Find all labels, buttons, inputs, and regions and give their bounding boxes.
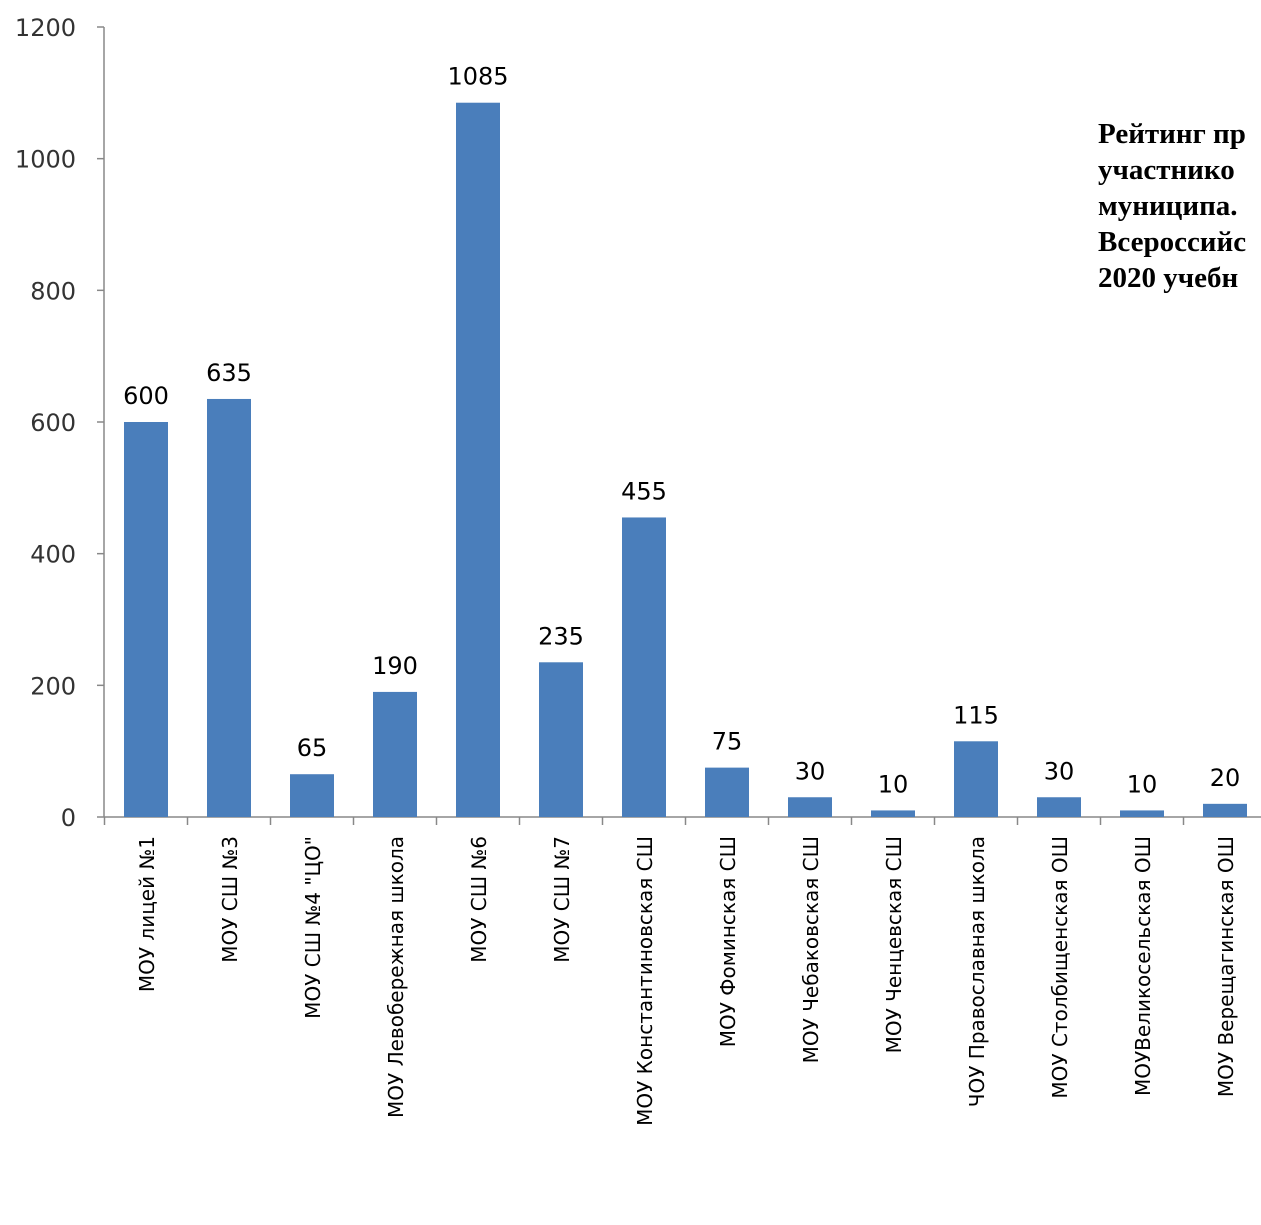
data-label: 10 [1127,770,1158,798]
category-label: МОУ СШ №7 [550,836,574,963]
category-label: МОУВеликосельская ОШ [1131,836,1155,1096]
y-tick-label: 1200 [15,14,76,42]
bar [1120,810,1164,817]
bar [290,774,334,817]
category-label: МОУ Столбищенская ОШ [1048,836,1072,1099]
data-label: 65 [297,734,328,762]
category-label: МОУ Чебаковская СШ [799,836,823,1063]
chart-title-line: муниципа. [1098,190,1238,222]
data-label: 235 [538,622,584,650]
data-label: 455 [621,477,667,505]
bar [705,767,749,817]
category-label: МОУ Левобережная школа [384,836,408,1118]
bar [788,797,832,817]
chart-title-line: 2020 учебн [1098,262,1239,294]
bar [456,102,500,818]
y-tick-label: 400 [30,541,76,569]
y-tick-label: 1000 [15,146,76,174]
data-label: 635 [206,359,252,387]
y-tick-label: 200 [30,672,76,700]
bar [539,662,583,817]
bar [954,741,998,817]
bar [124,422,168,817]
data-label: 115 [953,701,999,729]
bar [1203,803,1247,817]
chart-title-line: Всероссийс [1098,226,1247,258]
chart-title-line: участнико [1098,154,1235,186]
y-tick-label: 800 [30,277,76,305]
chart-title: Рейтинг пр участнико муниципа. Всероссий… [1098,116,1261,296]
category-label: МОУ СШ №4 "ЦО" [301,836,325,1019]
category-label: МОУ СШ №3 [218,836,242,963]
bar [871,810,915,817]
y-tick-label: 600 [30,409,76,437]
data-label: 190 [372,652,418,680]
category-label: МОУ Константиновская СШ [633,836,657,1126]
category-label: МОУ Фоминская СШ [716,836,740,1047]
bar [207,398,251,817]
chart-title-line: Рейтинг пр [1098,118,1246,150]
data-label: 20 [1210,764,1241,792]
bar [1037,797,1081,817]
data-label: 75 [712,728,743,756]
data-label: 600 [123,382,169,410]
data-label: 30 [795,757,826,785]
category-label: МОУ Ченцевская СШ [882,836,906,1053]
y-tick-label: 0 [61,804,76,832]
bar [373,691,417,817]
data-label: 1085 [447,63,508,91]
bar [622,517,666,817]
category-label: МОУ лицей №1 [135,836,159,992]
data-label: 30 [1044,757,1075,785]
category-label: МОУ Верещагинская ОШ [1214,836,1238,1097]
category-label: МОУ СШ №6 [467,836,491,963]
category-label: ЧОУ Православная школа [965,836,989,1107]
data-label: 10 [878,770,909,798]
